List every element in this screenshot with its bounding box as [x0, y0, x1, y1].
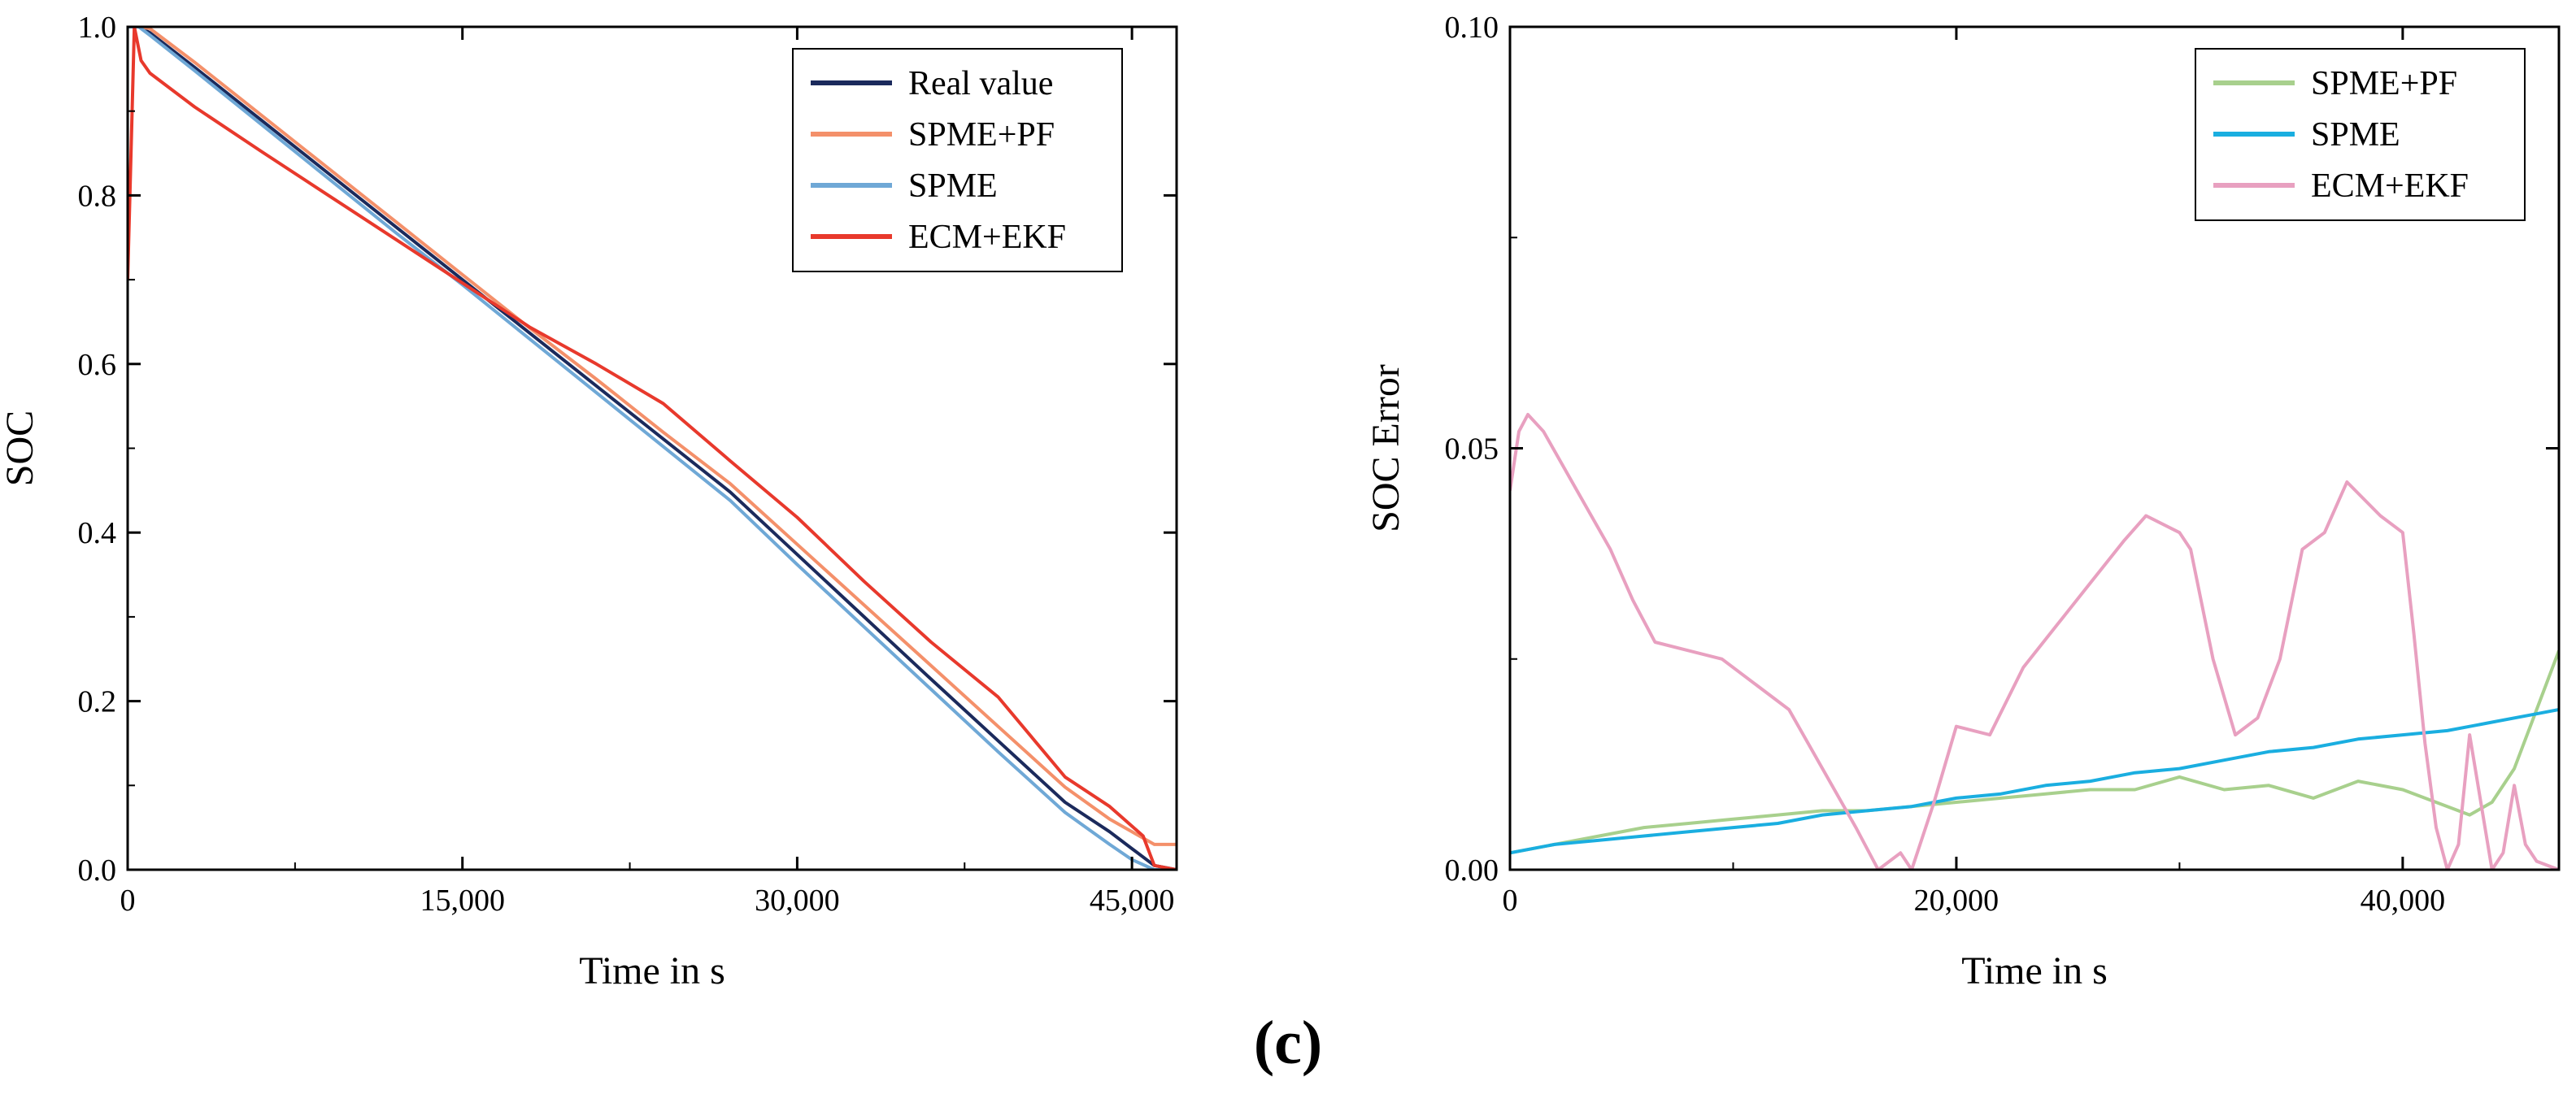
x-axis-label: Time in s: [1961, 949, 2108, 992]
x-tick-label: 40,000: [2361, 884, 2446, 918]
y-tick-label: 0.10: [1445, 11, 1499, 45]
legend: Real value SPME+PF SPME ECM+EKF: [792, 48, 1123, 272]
legend-label-1: Real value: [908, 65, 1053, 102]
y-tick-label: 1.0: [78, 11, 117, 45]
series-line-3: [128, 27, 1177, 870]
y-tick-label: 0.00: [1445, 853, 1499, 888]
series-group: [128, 27, 1177, 870]
y-tick-label: 0.4: [78, 516, 117, 550]
legend-label-2: SPME: [2311, 116, 2400, 154]
legend-label-4: ECM+EKF: [908, 219, 1066, 256]
y-tick-label: 0.05: [1445, 432, 1499, 467]
x-tick-label: 15,000: [420, 884, 505, 918]
x-tick-label: 0: [1503, 884, 1518, 918]
chart-1: 0 15,000 30,000 45,000 0.0 0.2 0.4 0.6 0.8 1.0 Tim…: [0, 11, 1178, 992]
y-tick-label: 0.6: [78, 348, 117, 382]
figure-caption: (c): [1253, 1009, 1323, 1077]
y-axis-label: SOC: [0, 410, 41, 486]
legend-label-2: SPME+PF: [908, 116, 1055, 154]
series-line-2: [1510, 708, 2559, 855]
series-line-2: [128, 27, 1177, 846]
x-axis-label: Time in s: [579, 949, 725, 992]
y-axis-label: SOC Error: [1364, 364, 1408, 532]
legend-label-3: ECM+EKF: [2311, 167, 2469, 205]
legend-label-3: SPME: [908, 167, 998, 205]
x-tick-label: 45,000: [1090, 884, 1175, 918]
y-tick-label: 0.8: [78, 179, 117, 213]
x-tick-label: 30,000: [755, 884, 840, 918]
x-tick-label: 0: [120, 884, 136, 918]
y-tick-label: 0.0: [78, 853, 117, 888]
x-tick-label: 20,000: [1914, 884, 1999, 918]
series-line-1: [1510, 649, 2559, 855]
chart-2: 0 20,000 40,000 0.00 0.05 0.10 Time in s SOC Er…: [1364, 11, 2561, 992]
series-line-3: [1510, 413, 2559, 870]
series-line-4: [128, 27, 1177, 870]
y-tick-label: 0.2: [78, 685, 117, 719]
legend: SPME+PF SPME ECM+EKF: [2195, 48, 2526, 221]
legend-label-1: SPME+PF: [2311, 65, 2457, 102]
series-line-1: [128, 27, 1177, 870]
series-group: [1510, 413, 2559, 870]
